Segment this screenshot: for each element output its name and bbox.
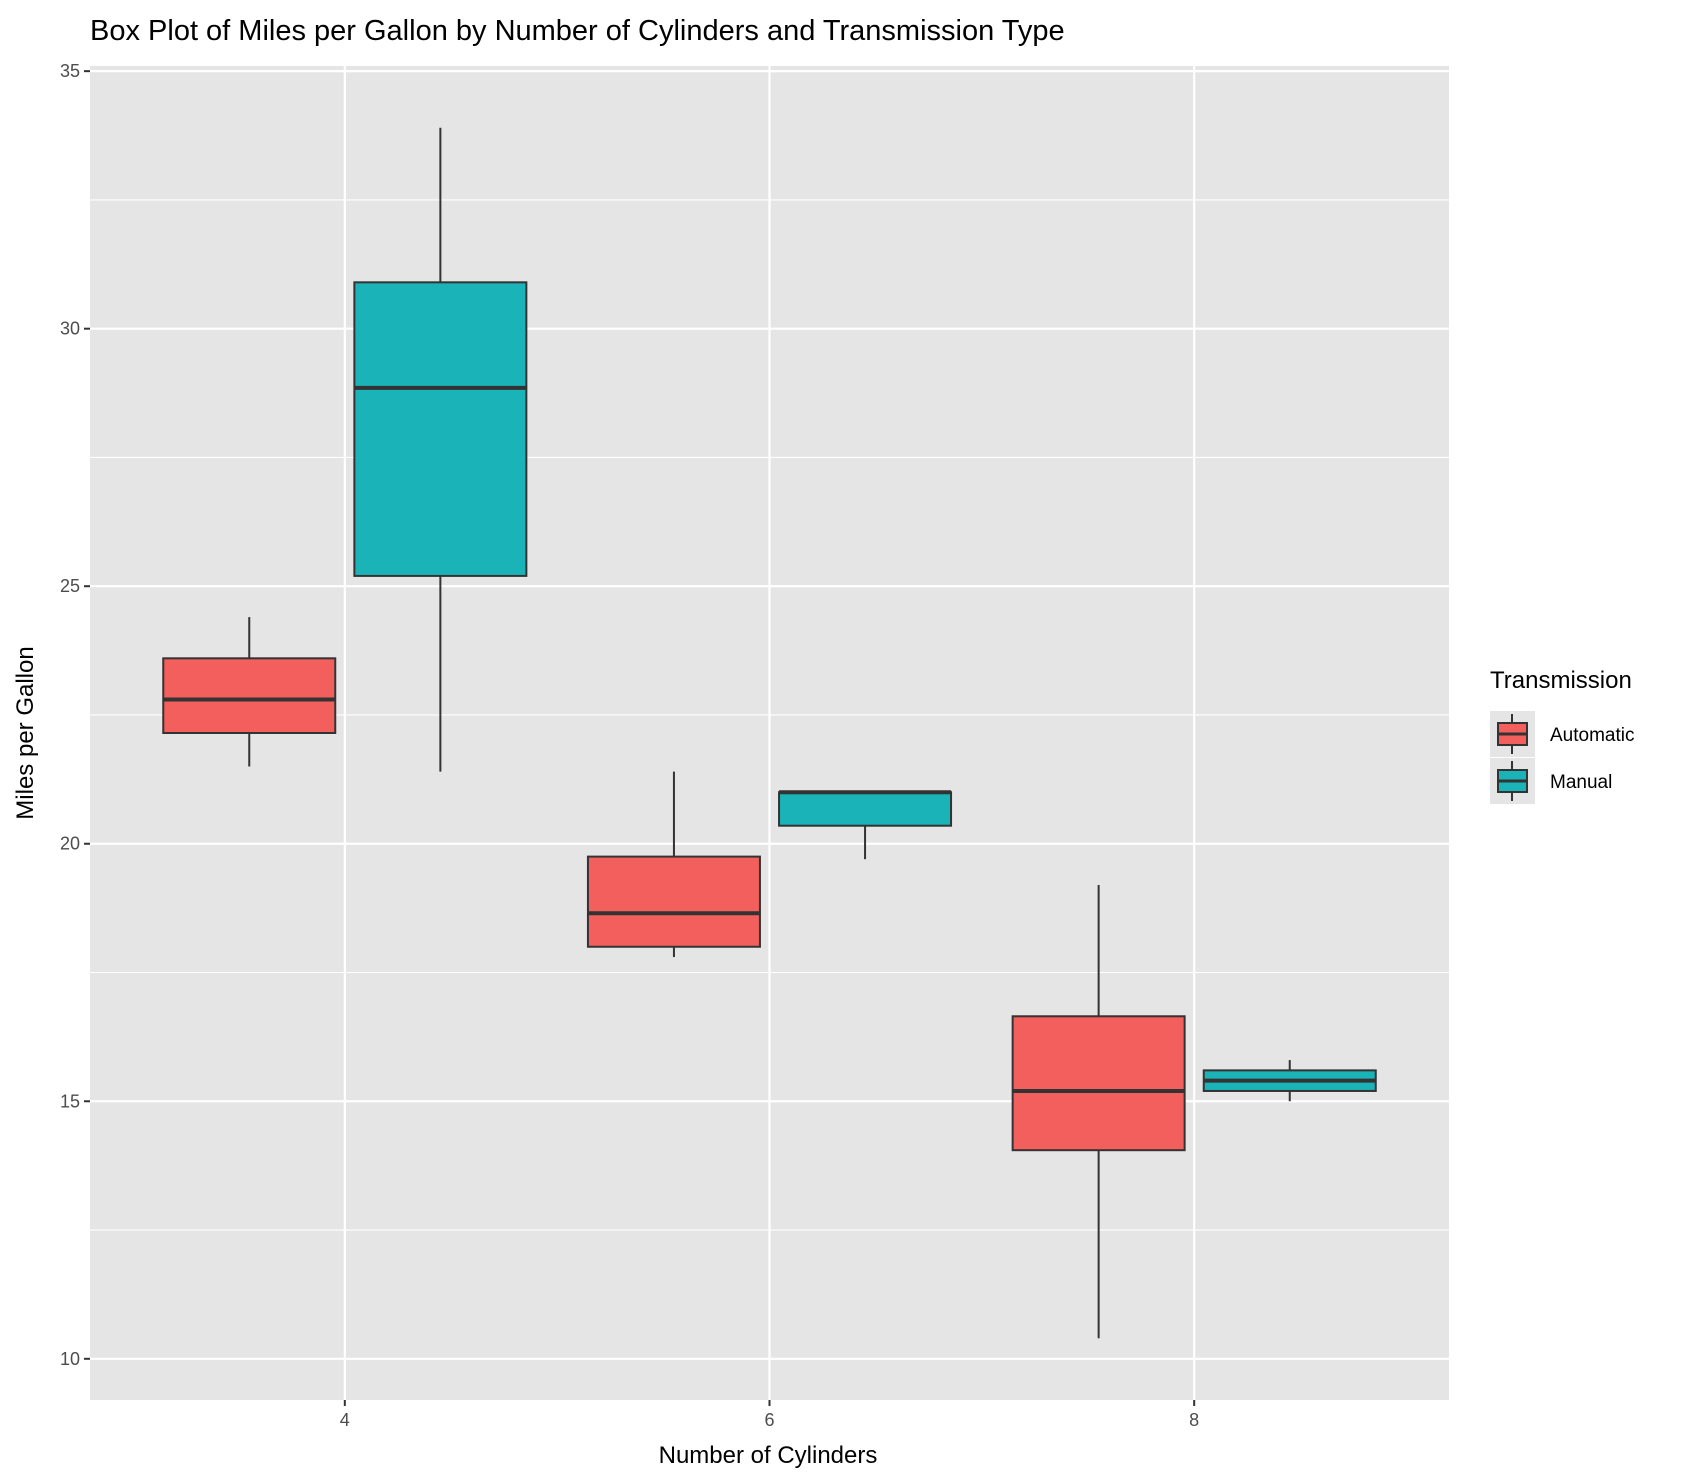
y-tick-label: 30 — [60, 319, 80, 339]
legend-item-automatic: Automatic — [1490, 711, 1634, 757]
boxes-layer — [162, 127, 1377, 1339]
box-body — [778, 791, 953, 827]
box-body — [1011, 1015, 1186, 1152]
box-automatic-4-cyl — [162, 617, 337, 767]
legend-label: Manual — [1550, 772, 1612, 793]
legend-items: Automatic Manual — [1490, 711, 1634, 804]
y-tick-label: 25 — [60, 576, 80, 596]
y-axis: 10 15 20 25 30 35 — [60, 61, 90, 1369]
x-tick-label: 8 — [1189, 1410, 1199, 1430]
box-body — [162, 657, 337, 734]
legend-item-manual: Manual — [1490, 758, 1612, 804]
legend: Transmission Automatic Manual — [1490, 667, 1634, 804]
box-manual-6-cyl — [778, 790, 953, 860]
major-gridlines — [90, 66, 1449, 1400]
box-automatic-6-cyl — [586, 771, 761, 958]
chart-title: Box Plot of Miles per Gallon by Number o… — [90, 15, 1065, 47]
x-tick-label: 6 — [764, 1410, 774, 1430]
box-manual-4-cyl — [353, 127, 528, 772]
x-tick-label: 4 — [340, 1410, 350, 1430]
y-tick-label: 10 — [60, 1349, 80, 1369]
x-axis-title: Number of Cylinders — [659, 1442, 878, 1469]
box-manual-8-cyl — [1202, 1060, 1377, 1102]
legend-title: Transmission — [1490, 667, 1632, 694]
y-tick-label: 15 — [60, 1091, 80, 1111]
y-tick-label: 20 — [60, 834, 80, 854]
y-axis-title: Miles per Gallon — [12, 646, 39, 819]
box-automatic-8-cyl — [1011, 884, 1186, 1339]
box-body — [586, 855, 761, 948]
y-tick-label: 35 — [60, 61, 80, 81]
box-body — [353, 281, 528, 577]
legend-label: Automatic — [1550, 725, 1634, 746]
x-axis: 4 6 8 — [340, 1400, 1199, 1430]
